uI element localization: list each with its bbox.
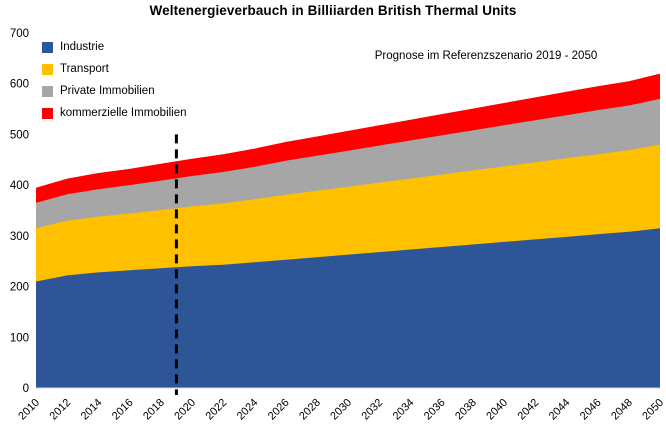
legend-item-private-immobilien: Private Immobilien <box>42 85 187 97</box>
x-axis-tick-label: 2018 <box>141 397 167 423</box>
x-axis-tick-label: 2026 <box>266 397 292 423</box>
x-axis-tick-label: 2014 <box>79 397 105 423</box>
x-axis-tick-label: 2010 <box>16 397 42 423</box>
forecast-annotation: Prognose im Referenzszenario 2019 - 2050 <box>374 50 598 62</box>
legend-item-label: Private Immobilien <box>60 85 155 97</box>
y-axis-tick-label: 700 <box>10 28 29 40</box>
y-axis-tick-label: 0 <box>23 383 29 395</box>
legend-item-label: kommerzielle Immobilien <box>60 107 187 119</box>
x-axis-tick-label: 2028 <box>297 397 323 423</box>
legend-color-swatch-icon <box>42 107 53 119</box>
x-axis-tick-label: 2016 <box>110 397 136 423</box>
x-axis-tick-label: 2046 <box>578 397 604 423</box>
x-axis-tick-label: 2032 <box>360 397 386 423</box>
x-axis-tick-label: 2042 <box>516 397 542 423</box>
y-axis-tick-label: 100 <box>10 332 29 344</box>
y-axis-tick-label: 600 <box>10 79 29 91</box>
x-axis-tick-label: 2020 <box>172 397 198 423</box>
y-axis-tick-label: 200 <box>10 282 29 294</box>
y-axis-tick-label: 500 <box>10 129 29 141</box>
x-axis-tick-label: 2024 <box>235 397 261 423</box>
x-axis-tick-label: 2034 <box>391 397 417 423</box>
legend-item-industrie: Industrie <box>42 41 187 53</box>
x-axis-tick-label: 2030 <box>328 397 354 423</box>
x-axis-tick-label: 2050 <box>640 397 666 423</box>
x-axis-tick-label: 2022 <box>204 397 230 423</box>
legend-color-swatch-icon <box>42 85 53 97</box>
legend-item-transport: Transport <box>42 63 187 75</box>
legend-item-label: Transport <box>60 63 109 75</box>
area-series-industrie <box>36 228 660 388</box>
x-axis-tick-label: 2044 <box>547 397 573 423</box>
legend-item-label: Industrie <box>60 41 105 53</box>
y-axis-tick-label: 300 <box>10 231 29 243</box>
legend-color-swatch-icon <box>42 63 53 75</box>
x-axis-tick-label: 2038 <box>453 397 479 423</box>
chart-title: Weltenergieverbauch in Billiiarden Briti… <box>149 3 517 18</box>
y-axis-tick-label: 400 <box>10 180 29 192</box>
chart-legend: Industrie Transport Private Immobilien komm… <box>42 41 187 119</box>
x-axis-tick-label: 2012 <box>48 397 74 423</box>
legend-color-swatch-icon <box>42 41 53 53</box>
x-axis-tick-label: 2036 <box>422 397 448 423</box>
x-axis-tick-label: 2048 <box>609 397 635 423</box>
x-axis-tick-label: 2040 <box>484 397 510 423</box>
legend-item-kommerzielle-immobilien: kommerzielle Immobilien <box>42 107 187 119</box>
